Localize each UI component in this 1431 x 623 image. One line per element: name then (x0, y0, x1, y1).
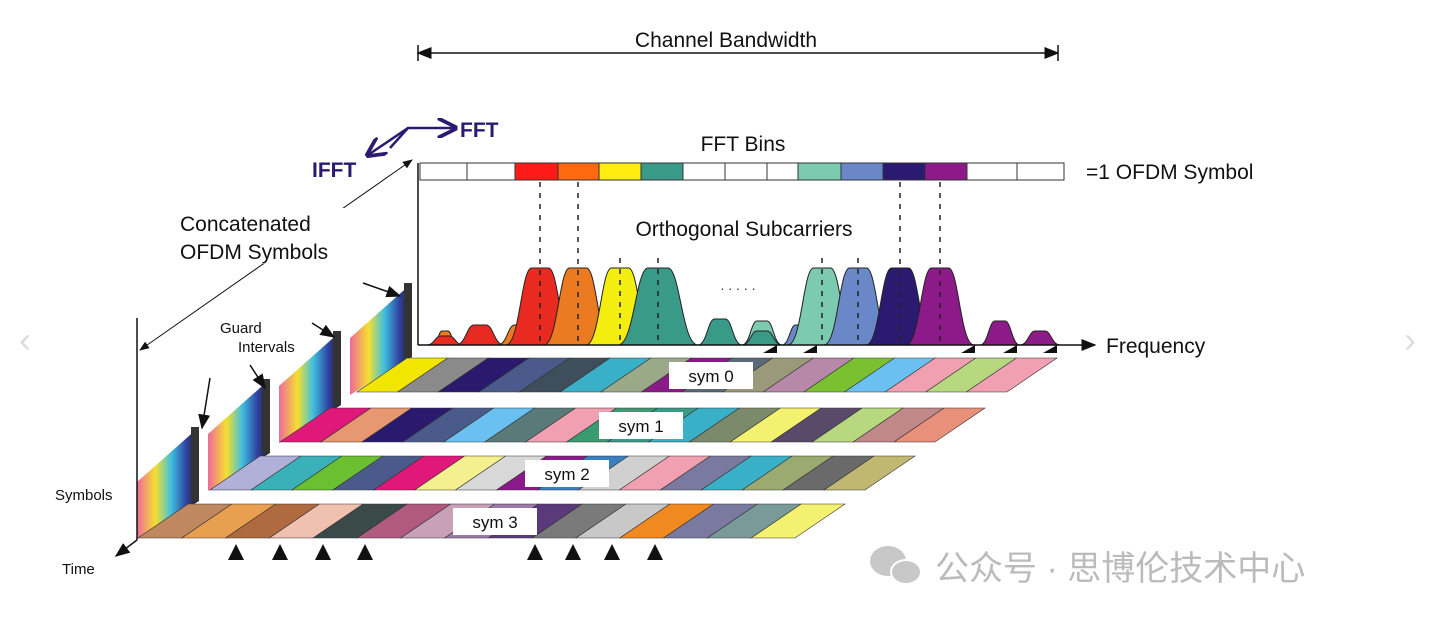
symbol-label-box (669, 362, 753, 389)
symbol-label: sym 1 (618, 417, 663, 436)
pilot-marker (1043, 345, 1057, 353)
subcarrier-spectrum (426, 182, 1061, 346)
fft-bin (1016, 162, 1065, 181)
concatenated-label-1: Concatenated (180, 213, 311, 236)
pilot-marker (228, 544, 244, 560)
guard-interval-bar (191, 427, 199, 501)
time-axis (114, 539, 138, 557)
subcarrier-sidelobe (741, 330, 783, 346)
symbol-cell (750, 503, 846, 539)
guard-arrow (249, 364, 266, 390)
guard-arrow (198, 377, 211, 430)
pilot-marker (763, 345, 777, 353)
guard-arrow (311, 322, 336, 338)
fft-bin (466, 162, 516, 181)
label-bg (172, 208, 352, 264)
guard-interval-panel (208, 379, 270, 491)
guard-interval-panel (279, 331, 341, 443)
fft-bin (797, 162, 842, 181)
ifft-arrow (368, 126, 409, 155)
symbol-label: sym 3 (472, 513, 517, 532)
pilot-marker (527, 544, 543, 560)
subcarrier-sidelobe (697, 318, 743, 346)
subcarrier-sidelobe (455, 324, 505, 346)
fft-bin (419, 162, 468, 181)
guard-interval-bar (333, 331, 341, 405)
pilot-marker (604, 544, 620, 560)
fft-bin (882, 162, 926, 181)
pilot-marker (272, 544, 288, 560)
ifft-label: IFFT (312, 159, 356, 182)
time-label: Time (62, 561, 95, 578)
fft-bin (966, 162, 1018, 181)
fft-bin (557, 162, 600, 181)
ellipsis: . . . . . (720, 277, 755, 293)
guard-interval-panels (137, 283, 412, 539)
pilot-marker (565, 544, 581, 560)
symbol-label: sym 0 (688, 367, 733, 386)
guard-label-1: Guard (220, 320, 262, 337)
next-button[interactable]: › (1395, 320, 1425, 360)
fft-bin (924, 162, 968, 181)
symbol-cell (893, 407, 986, 443)
guard-label-2: Intervals (238, 339, 295, 356)
guard-interval-panel (137, 427, 199, 539)
fft-label: FFT (460, 119, 499, 142)
fft-bin (840, 162, 884, 181)
fft-bin (682, 162, 726, 181)
wechat-icon (870, 546, 922, 585)
fft-bin (640, 162, 684, 181)
channel-bandwidth-label: Channel Bandwidth (635, 29, 817, 52)
pilot-marker (647, 544, 663, 560)
pilot-marker (1003, 345, 1017, 353)
chevron-right-icon: › (1404, 319, 1416, 360)
pilot-markers (228, 345, 1057, 560)
symbol-strips: sym 0 sym 1 sym 2 sym 3 (137, 357, 1058, 539)
ofdm-symbol-label: =1 OFDM Symbol (1086, 161, 1253, 184)
symbols-label: Symbols (55, 487, 113, 504)
symbol-label: sym 2 (544, 465, 589, 484)
chevron-left-icon: ‹ (19, 319, 31, 360)
orthogonal-subcarriers-label: Orthogonal Subcarriers (635, 218, 852, 241)
concatenated-label-2: OFDM Symbols (180, 241, 328, 264)
guard-interval-bar (404, 283, 412, 357)
guard-interval-bar (262, 379, 270, 453)
pilot-marker (315, 544, 331, 560)
fft-bin (514, 162, 559, 181)
symbol-label-box (453, 508, 537, 535)
symbol-cell (965, 357, 1058, 393)
pilot-marker (803, 345, 817, 353)
fft-bins-bar (419, 162, 1065, 181)
frequency-label: Frequency (1106, 335, 1206, 358)
guard-arrow (362, 282, 402, 298)
fft-bin (598, 162, 642, 181)
watermark-text: 公众号 · 思博伦技术中心 (935, 550, 1305, 588)
fft-bin (766, 162, 799, 181)
prev-button[interactable]: ‹ (10, 320, 40, 360)
fft-bin (724, 162, 768, 181)
guard-interval-panel (350, 283, 412, 395)
symbol-label-box (599, 412, 683, 439)
pilot-marker (357, 544, 373, 560)
pilot-marker (961, 345, 975, 353)
symbol-label-box (525, 460, 609, 487)
fft-arrow (389, 128, 455, 149)
fft-bins-label: FFT Bins (701, 133, 786, 156)
subcarrier-sidelobe (426, 335, 464, 346)
symbol-cell (823, 455, 916, 491)
subcarrier-sidelobe (979, 320, 1021, 346)
subcarrier-sidelobe (1019, 330, 1061, 346)
